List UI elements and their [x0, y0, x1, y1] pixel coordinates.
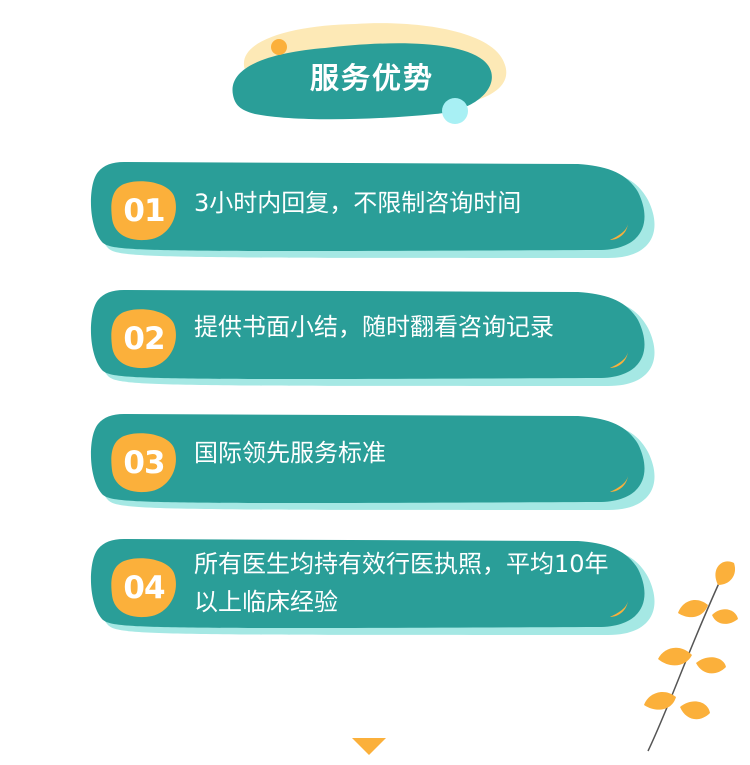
number-badge: 03: [110, 432, 178, 494]
leaf-icon: [610, 224, 628, 240]
title-blob-decoration: [232, 23, 507, 124]
badge-number: 02: [123, 321, 165, 357]
advantage-text: 提供书面小结，随时翻看咨询记录: [194, 313, 554, 341]
advantage-card-1: 01 3小时内回复，不限制咨询时间: [88, 160, 658, 264]
advantage-card-4: 04 所有医生均持有效行医执照，平均10年以上临床经验: [88, 537, 658, 641]
down-arrow-icon[interactable]: [352, 738, 386, 756]
number-badge: 04: [110, 557, 178, 619]
advantage-text: 3小时内回复，不限制咨询时间: [194, 189, 522, 217]
leaf-icon: [610, 601, 628, 617]
advantage-text: 国际领先服务标准: [194, 439, 386, 467]
number-badge: 02: [110, 308, 178, 370]
badge-number: 03: [123, 445, 165, 481]
leaf-icon: [610, 352, 628, 368]
section-title: 服务优势: [309, 61, 434, 95]
badge-number: 04: [123, 570, 165, 606]
advantage-card-3: 03 国际领先服务标准: [88, 412, 658, 516]
branch-decoration: [644, 561, 738, 752]
advantage-card-2: 02 提供书面小结，随时翻看咨询记录: [88, 288, 658, 392]
title-banner: 服务优势: [205, 10, 525, 140]
number-badge: 01: [110, 180, 178, 242]
leaf-icon: [610, 476, 628, 492]
advantage-text: 所有医生均持有效行医执照，平均10年以上临床经验: [194, 550, 609, 616]
badge-number: 01: [123, 193, 165, 229]
